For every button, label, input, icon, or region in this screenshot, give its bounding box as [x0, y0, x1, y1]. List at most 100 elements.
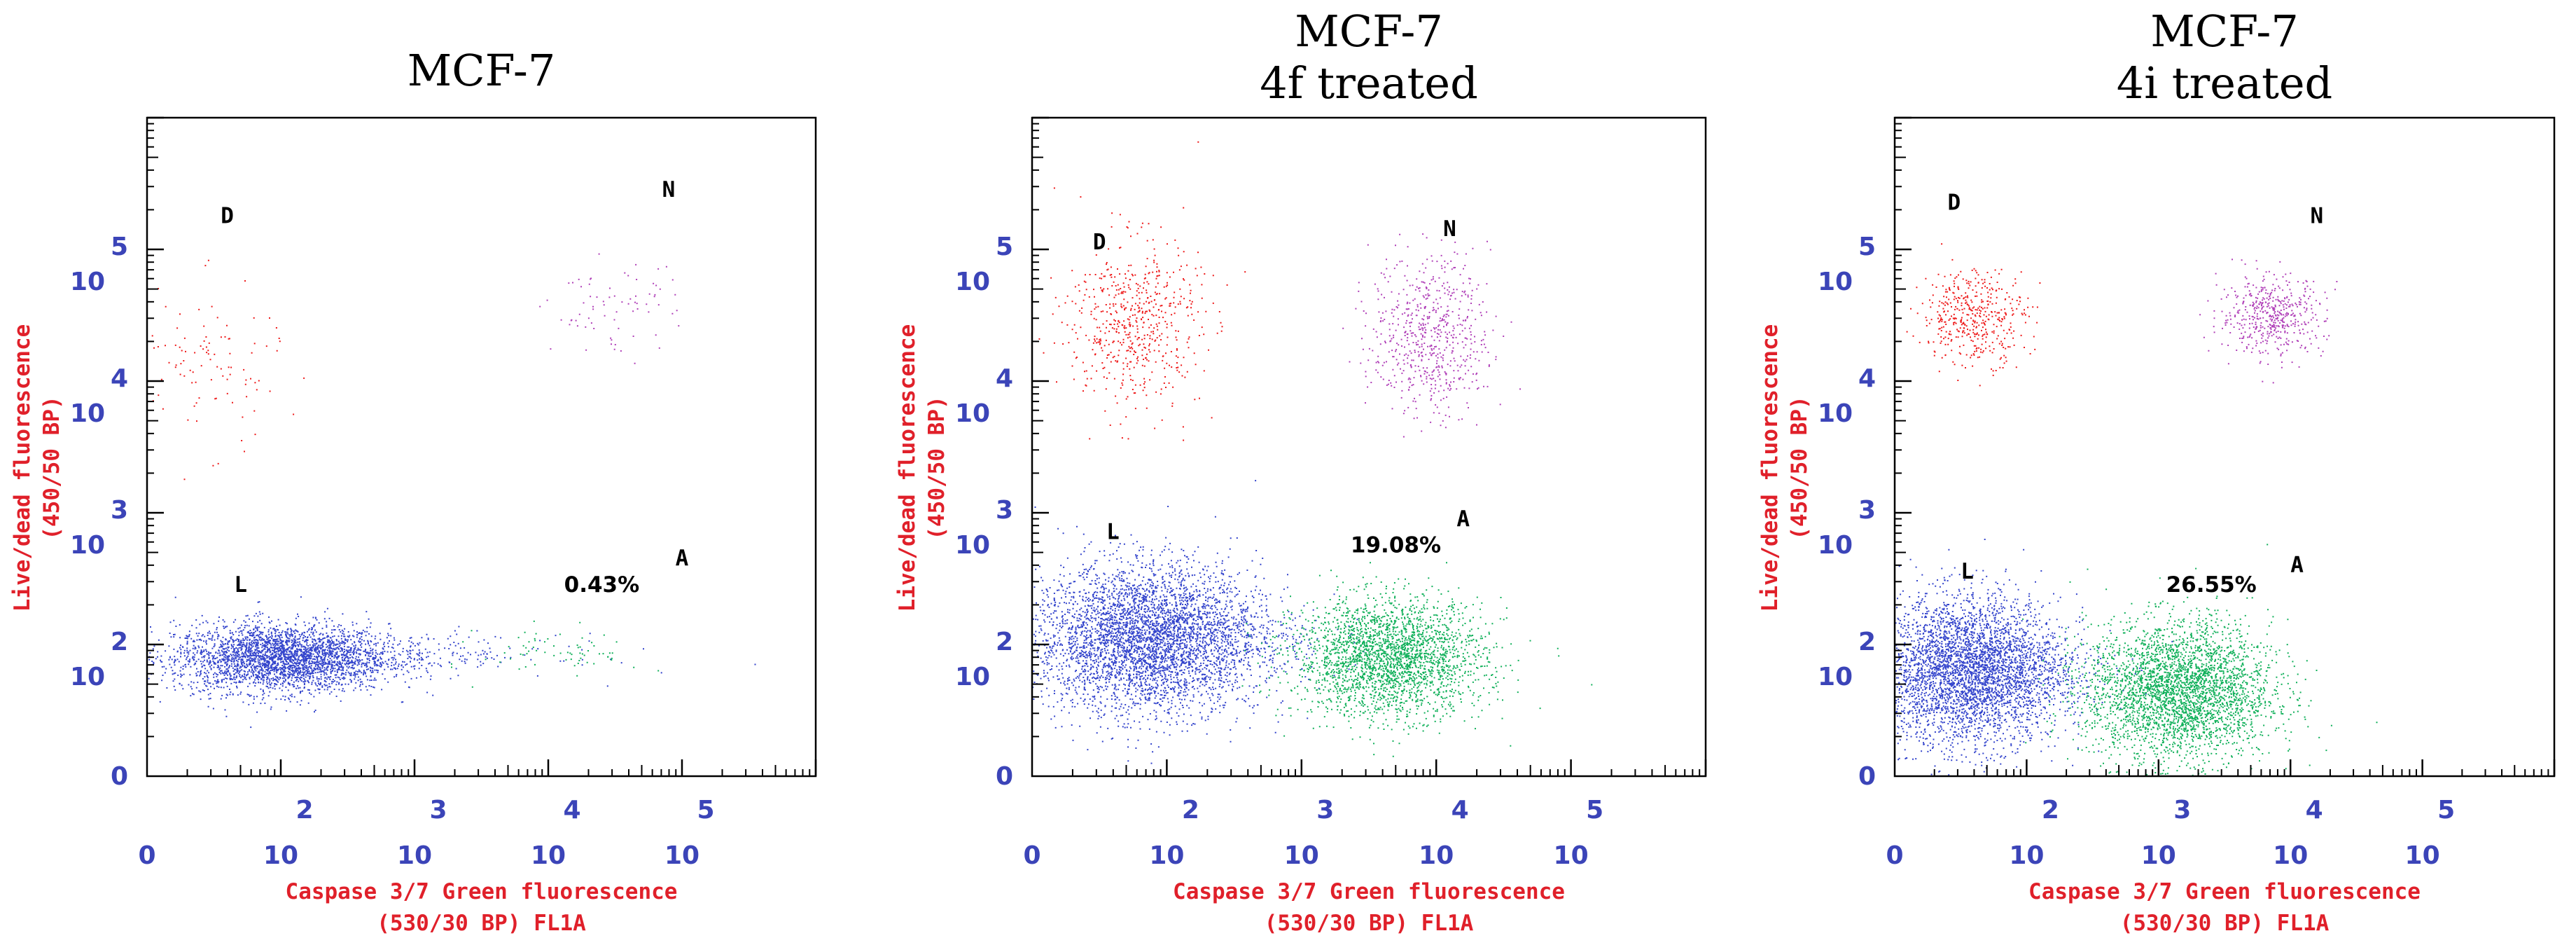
chart-title-line: MCF-7	[2150, 6, 2299, 57]
x-tick-label: 10	[2009, 841, 2044, 870]
minor-ticks	[147, 123, 811, 776]
x-tick-exponent: 2	[2042, 796, 2059, 825]
y-tick-label: 0	[996, 762, 1013, 791]
y-tick-label: 10	[955, 268, 990, 296]
y-tick-exponent: 2	[111, 628, 128, 656]
y-tick-label: 10	[955, 399, 990, 428]
major-ticks	[147, 116, 817, 776]
quadrant-label-l: L	[1961, 559, 1974, 584]
x-tick-label: 10	[664, 841, 699, 870]
y-axis-label: (450/50 BP)	[924, 396, 949, 539]
minor-ticks	[1895, 123, 2549, 776]
quadrant-label-n: N	[2311, 203, 2324, 228]
chart-title-line: 4i treated	[2117, 57, 2333, 109]
population-apoptotic	[451, 620, 660, 688]
x-tick-label: 10	[1284, 841, 1319, 870]
population-dead	[1906, 243, 2041, 387]
major-ticks	[1032, 116, 1707, 776]
y-tick-exponent: 4	[111, 364, 128, 393]
population-dead	[151, 259, 305, 481]
apoptosis-percentage: 26.55%	[2166, 572, 2257, 598]
y-tick-label: 10	[70, 663, 105, 691]
y-tick-label: 10	[955, 663, 990, 691]
y-tick-label: 0	[1858, 762, 1876, 791]
y-tick-label: 10	[955, 531, 990, 560]
quadrant-label-l: L	[1106, 520, 1120, 545]
x-tick-exponent: 3	[1316, 796, 1334, 825]
x-tick-label: 0	[1886, 841, 1903, 870]
population-live	[1895, 539, 2173, 776]
x-tick-exponent: 5	[697, 796, 714, 825]
x-axis-label: (530/30 BP) FL1A	[1265, 911, 1474, 936]
population-dead-dots	[1038, 141, 1246, 441]
y-tick-exponent: 4	[996, 364, 1013, 393]
plot-frame	[146, 116, 817, 778]
y-tick-label: 0	[111, 762, 128, 791]
scatter-points	[1032, 141, 1593, 764]
x-axis-label: Caspase 3/7 Green fluorescence	[2028, 879, 2421, 904]
quadrant-label-a: A	[676, 546, 689, 571]
quadrant-label-a: A	[2290, 553, 2304, 578]
quadrant-label-d: D	[221, 203, 234, 228]
x-axis-label: (530/30 BP) FL1A	[2120, 911, 2330, 936]
x-tick-label: 10	[1419, 841, 1454, 870]
x-tick-label: 10	[2273, 841, 2308, 870]
population-live-dots	[1032, 480, 1365, 764]
apoptosis-percentage: 19.08%	[1351, 532, 1441, 558]
population-necrotic	[1342, 233, 1521, 438]
population-apoptotic	[1241, 562, 1593, 757]
x-tick-label: 10	[397, 841, 432, 870]
x-tick-exponent: 4	[2306, 796, 2323, 825]
x-tick-label: 10	[1149, 841, 1184, 870]
x-axis-label: (530/30 BP) FL1A	[377, 911, 586, 936]
population-live-dots	[1895, 539, 2173, 776]
apoptosis-percentage: 0.43%	[564, 572, 640, 598]
population-dead-dots	[1906, 243, 2041, 387]
y-axis-label: Live/dead fluorescence	[1757, 324, 1783, 612]
y-tick-label: 10	[1818, 663, 1853, 691]
x-tick-exponent: 5	[1586, 796, 1603, 825]
population-live	[148, 596, 756, 729]
scatter-points	[148, 253, 756, 729]
population-apoptotic-dots	[451, 620, 660, 688]
y-tick-label: 10	[1818, 399, 1853, 428]
x-tick-label: 0	[138, 841, 155, 870]
quadrant-label-d: D	[1093, 230, 1106, 255]
plot-frame	[1893, 116, 2556, 778]
y-tick-label: 10	[1818, 531, 1853, 560]
x-axis-label: Caspase 3/7 Green fluorescence	[1173, 879, 1565, 904]
x-tick-label: 10	[1554, 841, 1589, 870]
y-tick-exponent: 2	[1858, 628, 1876, 656]
plot-frame	[1031, 116, 1707, 778]
population-dead	[1038, 141, 1246, 441]
y-axis-label: Live/dead fluorescence	[10, 324, 35, 612]
x-tick-exponent: 5	[2437, 796, 2455, 825]
y-tick-label: 10	[70, 268, 105, 296]
population-dead-dots	[151, 259, 305, 481]
y-tick-exponent: 3	[111, 496, 128, 525]
x-tick-exponent: 3	[429, 796, 447, 825]
quadrant-label-d: D	[1947, 191, 1961, 216]
population-live	[1032, 480, 1365, 764]
major-ticks	[1895, 116, 2556, 776]
quadrant-label-a: A	[1456, 506, 1470, 532]
y-tick-exponent: 2	[996, 628, 1013, 656]
y-tick-label: 10	[70, 531, 105, 560]
chart-title-line: MCF-7	[1295, 6, 1443, 57]
quadrant-label-l: L	[234, 572, 247, 598]
quadrant-label-n: N	[1443, 216, 1456, 242]
population-necrotic-dots	[1342, 233, 1521, 438]
population-necrotic	[2199, 258, 2338, 384]
y-axis-label: Live/dead fluorescence	[895, 324, 920, 612]
chart-title-line: 4f treated	[1260, 57, 1478, 109]
x-tick-exponent: 4	[1451, 796, 1469, 825]
population-live-dots	[148, 596, 756, 729]
population-apoptotic	[2022, 544, 2378, 777]
y-tick-label: 10	[1818, 268, 1853, 296]
population-apoptotic-dots	[1241, 562, 1593, 757]
scatter-points	[1895, 243, 2378, 777]
x-tick-label: 10	[2405, 841, 2440, 870]
